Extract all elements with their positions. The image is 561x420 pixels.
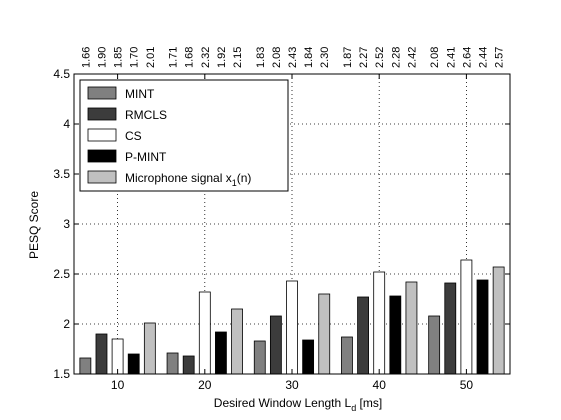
top-value-label: 1.85 xyxy=(113,47,125,68)
bar-cs-40 xyxy=(373,271,386,375)
bar-mint-40 xyxy=(341,336,353,375)
y-axis-label: PESQ Score xyxy=(27,191,41,259)
top-value-label: 2.42 xyxy=(406,47,418,68)
top-value-label: 2.44 xyxy=(478,47,490,68)
legend-swatch xyxy=(87,128,117,142)
y-tick-label: 3.5 xyxy=(53,167,70,181)
bar-p-mint-50 xyxy=(476,279,489,375)
legend-label: MINT xyxy=(125,87,155,101)
legend-label: P-MINT xyxy=(125,150,167,164)
top-value-label: 1.92 xyxy=(216,47,228,68)
y-tick-label: 3 xyxy=(63,217,70,231)
bar-rmcls-10 xyxy=(95,333,108,375)
top-value-label: 2.27 xyxy=(358,47,370,68)
bar-mint-20 xyxy=(166,352,179,375)
x-axis-label-subscript: d xyxy=(351,403,356,413)
bar-p-mint-20 xyxy=(215,331,227,375)
legend-label-text: CS xyxy=(125,129,142,143)
top-value-label: 2.15 xyxy=(232,47,244,68)
bar-cs-20 xyxy=(198,291,211,375)
bar-microphone-signal-x-20 xyxy=(231,308,243,375)
legend-label-text: P-MINT xyxy=(125,150,167,164)
y-tick-label: 4.5 xyxy=(53,67,70,81)
top-value-label: 2.41 xyxy=(445,47,457,68)
bar-mint-30 xyxy=(253,340,266,375)
bar-rmcls-50 xyxy=(444,282,457,375)
legend-label-suffix: (n) xyxy=(237,171,252,185)
legend-swatch xyxy=(87,149,117,163)
bar-microphone-signal-x-40 xyxy=(405,281,418,375)
top-value-label: 1.66 xyxy=(80,47,92,68)
bar-mint-50 xyxy=(428,315,441,375)
top-value-label: 2.08 xyxy=(271,47,283,68)
x-tick-label: 10 xyxy=(111,378,125,392)
top-value-label: 2.08 xyxy=(429,47,441,68)
top-value-label: 2.30 xyxy=(319,47,331,68)
legend-label-text: RMCLS xyxy=(125,108,167,122)
x-axis-label-unit: [ms] xyxy=(356,396,382,410)
top-value-label: 2.32 xyxy=(200,47,212,68)
x-tick-label: 40 xyxy=(373,378,387,392)
top-value-label: 1.84 xyxy=(303,47,315,68)
bar-cs-10 xyxy=(111,338,124,375)
top-value-label: 2.64 xyxy=(461,47,473,68)
top-value-label: 1.70 xyxy=(129,47,141,68)
y-tick-label: 2.5 xyxy=(53,267,70,281)
x-tick-label: 20 xyxy=(198,378,212,392)
bar-cs-30 xyxy=(286,280,298,375)
bar-cs-50 xyxy=(460,259,473,375)
top-value-labels: 1.66 1.90 1.85 1.70 2.01 1.71 1.68 2.32 1.92 2.15… xyxy=(80,47,505,68)
top-value-label: 1.71 xyxy=(168,47,180,68)
bar-rmcls-40 xyxy=(357,296,369,375)
top-value-label: 2.01 xyxy=(145,47,157,68)
bar-rmcls-30 xyxy=(269,315,282,375)
bar-p-mint-40 xyxy=(389,295,402,375)
top-value-label: 1.87 xyxy=(342,47,354,68)
bar-microphone-signal-x-50 xyxy=(492,266,505,375)
legend-label: Microphone signal x1(n) xyxy=(125,171,251,188)
legend-swatch xyxy=(87,86,117,100)
bar-p-mint-10 xyxy=(127,353,140,375)
bar-mint-10 xyxy=(79,357,92,375)
y-tick-label: 1.5 xyxy=(53,367,70,381)
top-value-label: 1.68 xyxy=(184,47,196,68)
x-tick-label: 30 xyxy=(285,378,299,392)
top-value-label: 1.83 xyxy=(255,47,267,68)
y-tick-label: 2 xyxy=(63,317,70,331)
x-tick-label: 50 xyxy=(460,378,474,392)
x-axis-label-main: Desired Window Length L xyxy=(214,396,352,410)
legend-label-text: MINT xyxy=(125,87,155,101)
top-value-label: 1.90 xyxy=(96,47,108,68)
bar-rmcls-20 xyxy=(182,355,195,375)
top-value-label: 2.43 xyxy=(287,47,299,68)
legend-swatch xyxy=(87,107,117,121)
bar-microphone-signal-x-10 xyxy=(143,322,156,375)
legend: MINT RMCLS CS P-MINT Microphone signal x1(n) xyxy=(79,79,289,192)
top-value-label: 2.52 xyxy=(374,47,386,68)
top-value-label: 2.28 xyxy=(390,47,402,68)
legend-label-text: Microphone signal x xyxy=(125,171,232,185)
legend-label: CS xyxy=(125,129,142,143)
bar-microphone-signal-x-30 xyxy=(318,293,331,375)
y-tick-label: 4 xyxy=(63,117,70,131)
legend-label-subscript: 1 xyxy=(232,178,237,188)
legend-label: RMCLS xyxy=(125,108,167,122)
axis-ticks: 1.5 2 2.5 3 3.5 4 4.5 10 20 30 40 50 xyxy=(53,67,510,392)
top-value-label: 2.57 xyxy=(494,47,506,68)
x-axis-label: Desired Window Length Ld [ms] xyxy=(214,396,382,413)
bar-p-mint-30 xyxy=(302,339,315,375)
legend-swatch xyxy=(87,170,117,184)
